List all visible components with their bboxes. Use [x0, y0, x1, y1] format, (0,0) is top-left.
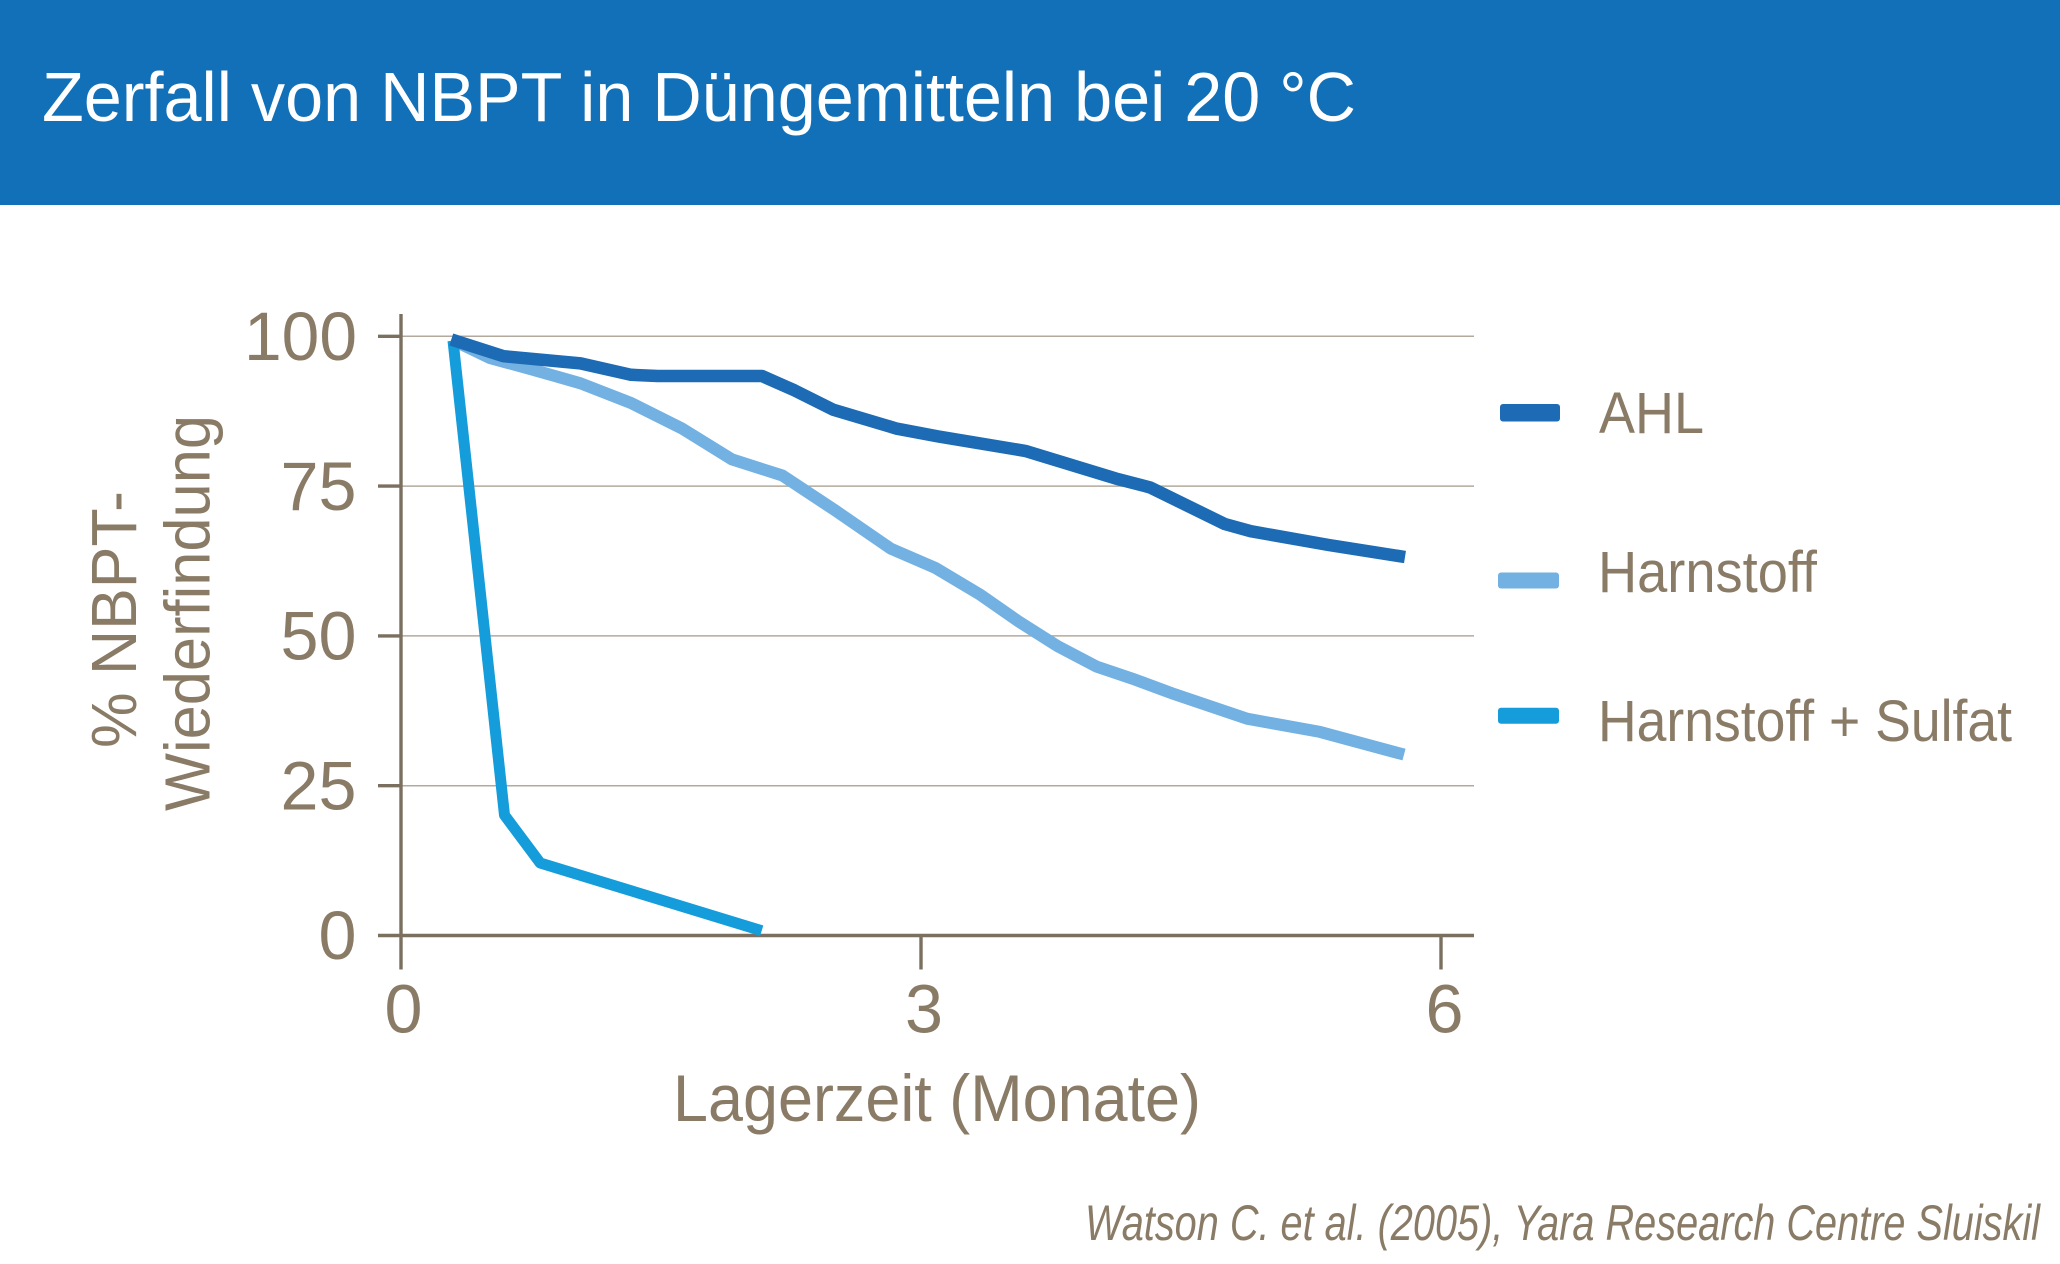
svg-text:Harnstoff + Sulfat: Harnstoff + Sulfat	[1598, 689, 2012, 754]
svg-text:Harnstoff: Harnstoff	[1598, 540, 1818, 605]
svg-text:25: 25	[281, 747, 357, 824]
svg-text:Wiederfindung: Wiederfindung	[152, 415, 224, 811]
svg-text:0: 0	[319, 897, 357, 974]
svg-text:0: 0	[385, 971, 423, 1048]
svg-text:Watson C. et al. (2005), Yara: Watson C. et al. (2005), Yara Research C…	[1085, 1195, 2041, 1251]
svg-text:% NBPT-: % NBPT-	[78, 491, 150, 748]
svg-text:Lagerzeit (Monate): Lagerzeit (Monate)	[673, 1061, 1201, 1135]
svg-text:100: 100	[244, 298, 357, 375]
svg-text:AHL: AHL	[1599, 381, 1704, 446]
svg-text:Zerfall von NBPT in Düngemitte: Zerfall von NBPT in Düngemitteln bei 20 …	[42, 58, 1356, 136]
svg-text:75: 75	[281, 448, 357, 525]
svg-text:3: 3	[905, 971, 943, 1048]
svg-text:50: 50	[281, 598, 357, 675]
svg-text:6: 6	[1426, 971, 1464, 1048]
